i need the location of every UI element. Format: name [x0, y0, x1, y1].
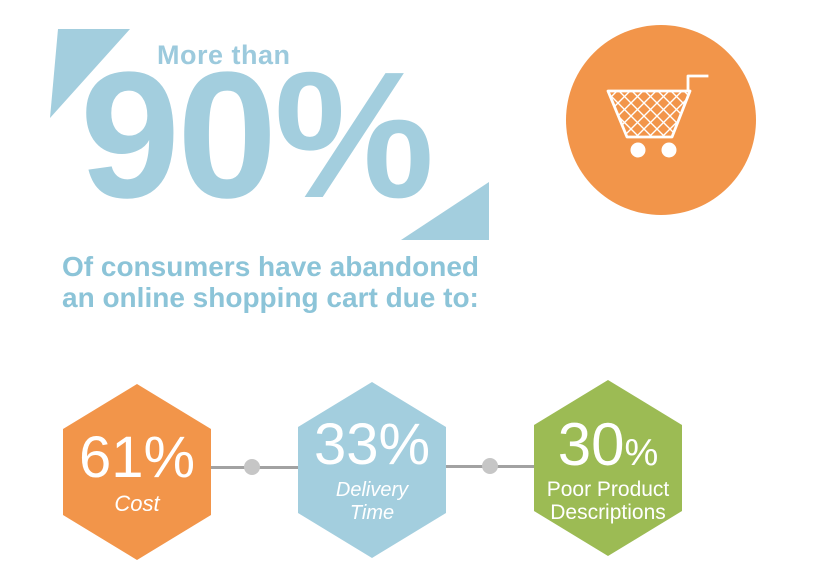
reason-value: 61%	[78, 424, 196, 490]
reason-value: 33%	[313, 411, 431, 477]
heading: Of consumers have abandoned an online sh…	[62, 251, 479, 313]
cart-badge-circle	[566, 25, 756, 215]
connector-dot-1	[244, 459, 260, 475]
heading-line-1: Of consumers have abandoned	[62, 251, 479, 282]
hexagon-shape	[534, 380, 682, 556]
percent-sign: %	[143, 424, 196, 490]
reason-hexagon-delivery-time: 33% Delivery Time	[298, 382, 446, 558]
percent-sign: %	[378, 411, 431, 477]
headline-stat: 90%	[80, 35, 434, 236]
reason-value: 30%	[557, 410, 659, 478]
reason-label: Delivery Time	[335, 479, 409, 525]
shopping-cart-icon	[606, 74, 709, 158]
corner-triangle-top-left-icon	[50, 29, 130, 118]
hexagon-shape	[298, 382, 446, 558]
percent-sign: %	[624, 431, 659, 474]
reason-label: Poor Product Descriptions	[546, 477, 670, 524]
corner-triangle-bottom-right-icon	[401, 182, 489, 240]
heading-line-2: an online shopping cart due to:	[62, 282, 479, 313]
connector-dot-2	[482, 458, 498, 474]
reason-hexagon-poor-product-descriptions: 30% Poor Product Descriptions	[534, 380, 682, 556]
reason-hexagon-cost: 61% Cost	[63, 384, 211, 560]
kicker-text: More than	[157, 40, 291, 70]
reason-label: Cost	[114, 491, 160, 517]
hexagon-shape	[63, 384, 211, 560]
